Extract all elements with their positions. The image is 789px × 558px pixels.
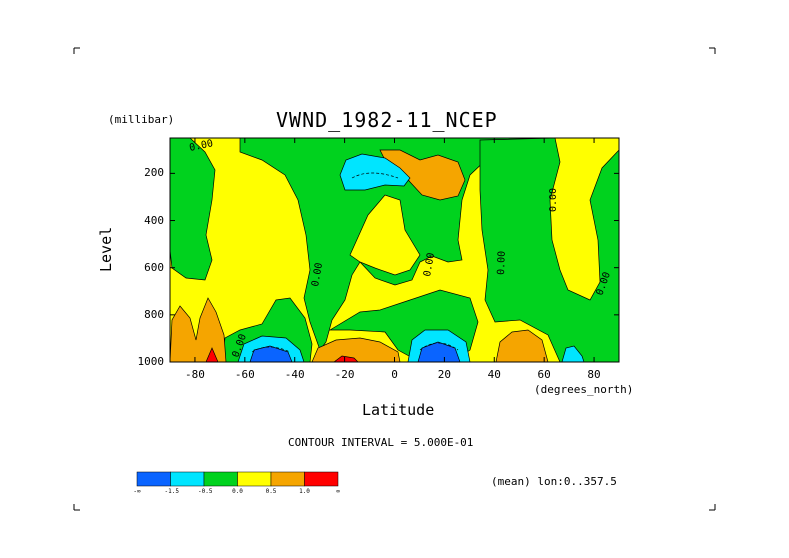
colorbar-label: -0.5 bbox=[198, 488, 213, 495]
y-tick-label: 400 bbox=[144, 213, 164, 227]
x-tick-label: -20 bbox=[334, 368, 355, 381]
colorbar bbox=[136, 471, 339, 487]
region-orange-bottom-right bbox=[495, 329, 549, 362]
x-tick-label: 0 bbox=[391, 368, 398, 381]
x-tick-label: 60 bbox=[537, 368, 551, 381]
colorbar-swatch bbox=[270, 471, 305, 487]
y-tick-label: 600 bbox=[144, 260, 164, 274]
averaging-info: (mean) lon:0..357.5 bbox=[491, 475, 617, 488]
colorbar-swatch bbox=[203, 471, 238, 487]
y-tick-label: 200 bbox=[144, 166, 164, 180]
region-green-mid-blob bbox=[349, 194, 421, 276]
colorbar-swatch bbox=[304, 471, 339, 487]
region-cyan-top bbox=[339, 153, 411, 191]
region-orange-bottom-mid bbox=[311, 337, 401, 362]
y-axis-title: Level bbox=[97, 226, 115, 272]
x-axis-units: (degrees_north) bbox=[534, 383, 634, 396]
region-blue-bottom-left bbox=[249, 345, 293, 362]
contour-label: 0.00 bbox=[422, 252, 437, 278]
region-green-right bbox=[479, 138, 619, 362]
x-tick-label: -40 bbox=[284, 368, 305, 381]
region-orange-left bbox=[170, 297, 227, 362]
crop-marks bbox=[73, 47, 716, 511]
contour-fill bbox=[170, 138, 619, 362]
y-tick-label: 1000 bbox=[137, 355, 165, 368]
x-tick-label: -60 bbox=[234, 368, 255, 381]
y-tick-label: 800 bbox=[144, 307, 164, 321]
x-axis-title: Latitude bbox=[362, 401, 435, 419]
x-tick-label: 20 bbox=[437, 368, 451, 381]
chart-title: VWND_1982-11_NCEP bbox=[276, 108, 498, 132]
contour-label: 0.00 bbox=[310, 262, 325, 288]
colorbar-label: 0.5 bbox=[265, 488, 277, 495]
colorbar-swatch bbox=[170, 471, 205, 487]
colorbar-swatch bbox=[237, 471, 272, 487]
region-blue-bottom-center bbox=[417, 341, 461, 362]
region-red-mid bbox=[333, 355, 359, 362]
colorbar-label: ∞ bbox=[336, 488, 340, 495]
colorbar-label: 0.0 bbox=[232, 488, 243, 495]
contour-interval: CONTOUR INTERVAL = 5.000E-01 bbox=[288, 436, 474, 449]
axis-ticks bbox=[170, 138, 619, 363]
colorbar-label: 1.0 bbox=[299, 488, 310, 495]
region-green-left bbox=[170, 138, 216, 281]
x-tick-label: 80 bbox=[587, 368, 601, 381]
region-red-left bbox=[205, 347, 219, 362]
colorbar-swatch bbox=[136, 471, 171, 487]
x-tick-label: 40 bbox=[487, 368, 501, 381]
colorbar-label: -∞ bbox=[133, 488, 141, 495]
x-tick-label: -80 bbox=[185, 368, 205, 381]
contour-label: 0.00 bbox=[188, 138, 214, 154]
contour-label: 0.00 bbox=[496, 251, 508, 275]
y-axis-units: (millibar) bbox=[108, 113, 175, 126]
region-cyan-bottom-right bbox=[561, 345, 585, 362]
contour-label: 0.00 bbox=[548, 188, 559, 212]
colorbar-label: -1.5 bbox=[164, 488, 179, 495]
